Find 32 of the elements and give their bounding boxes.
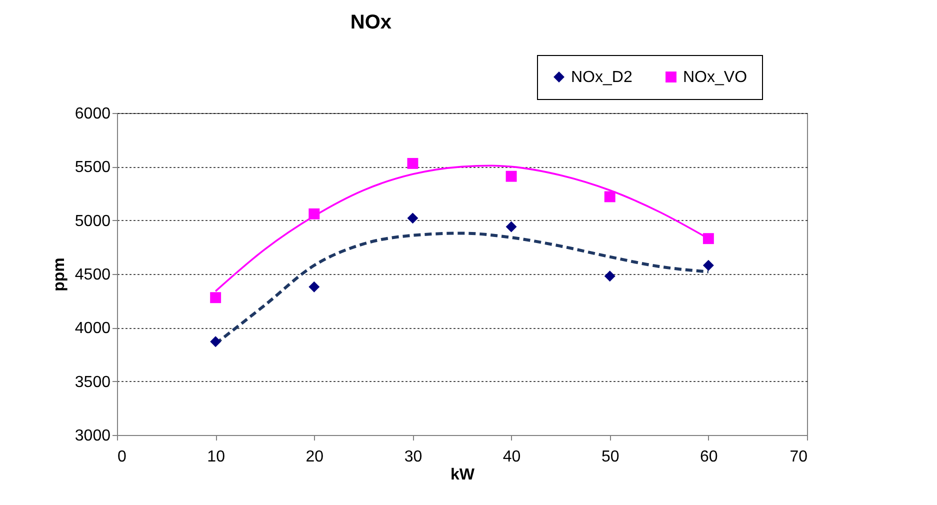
y-tick-label: 3500 [74,374,111,391]
x-tick-label: 60 [700,448,718,466]
y-tick-label: 4500 [74,266,111,284]
y-tick-label: 4000 [74,320,111,338]
legend-label: NOx_VO [683,69,748,86]
point [407,212,418,224]
y-tick-label: 5500 [74,159,111,176]
point [702,260,714,271]
chart-title: NOx [350,12,392,34]
point [308,281,320,292]
x-tick-label: 10 [207,448,226,466]
x-tick-label: 20 [306,448,324,466]
x-tick-label: 30 [404,448,422,466]
y-axis-title: ppm [50,258,68,292]
point [308,208,320,220]
point [604,270,616,282]
point [604,191,616,202]
point [506,221,517,232]
point [702,233,714,244]
x-tick-label: 50 [601,448,620,466]
x-axis-title: kW [450,466,476,484]
point [210,336,222,348]
legend-label: NOx_D2 [571,69,632,86]
x-tick-label: 40 [502,448,521,466]
y-tick-label: 6000 [74,106,111,122]
x-tick-label: 0 [118,448,126,466]
y-tick-label: 3000 [74,428,111,444]
x-tick-label: 70 [790,448,808,466]
point [506,170,517,182]
y-tick-label: 5000 [74,212,111,230]
point [407,158,418,169]
point [210,292,222,304]
